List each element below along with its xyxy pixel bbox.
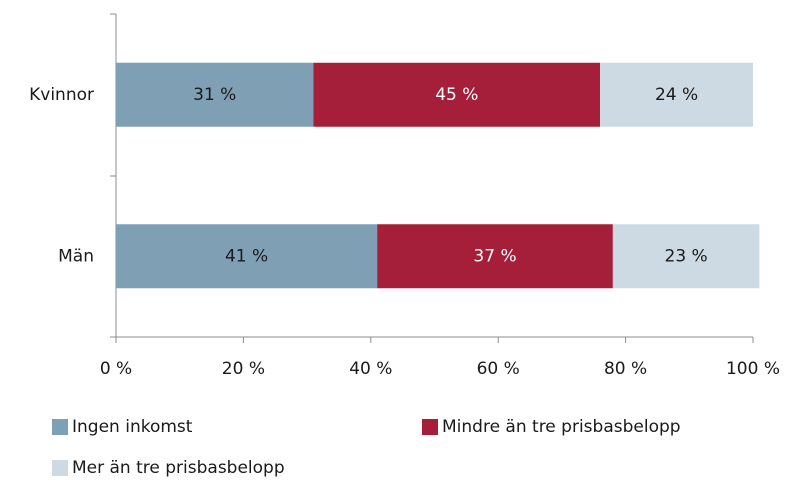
x-tick-label: 0 % [100, 359, 132, 379]
data-label: 31 % [193, 85, 236, 105]
legend-swatch [52, 460, 68, 476]
bar-segment [116, 224, 378, 289]
data-label: 23 % [665, 246, 708, 266]
x-tick-label: 40 % [349, 359, 392, 379]
y-tick-label: Kvinnor [29, 85, 94, 105]
x-tick-label: 80 % [604, 359, 647, 379]
legend-swatch [422, 419, 438, 435]
bar-segment [600, 62, 753, 127]
x-tick-label: 60 % [477, 359, 520, 379]
data-label: 45 % [435, 85, 478, 105]
data-label: 37 % [473, 246, 516, 266]
legend-label: Ingen inkomst [72, 417, 193, 437]
legend-swatch [52, 419, 68, 435]
data-label: 41 % [225, 246, 268, 266]
legend-label: Mindre än tre prisbasbelopp [442, 417, 681, 437]
bar-segment [377, 224, 613, 289]
x-tick-label: 100 % [726, 359, 780, 379]
y-tick-label: Män [58, 246, 94, 266]
bar-segment [313, 62, 601, 127]
legend-label: Mer än tre prisbasbelopp [72, 458, 285, 478]
data-label: 24 % [655, 85, 698, 105]
bar-segment [116, 62, 314, 127]
bar-segment [612, 224, 760, 289]
x-tick-label: 20 % [222, 359, 265, 379]
